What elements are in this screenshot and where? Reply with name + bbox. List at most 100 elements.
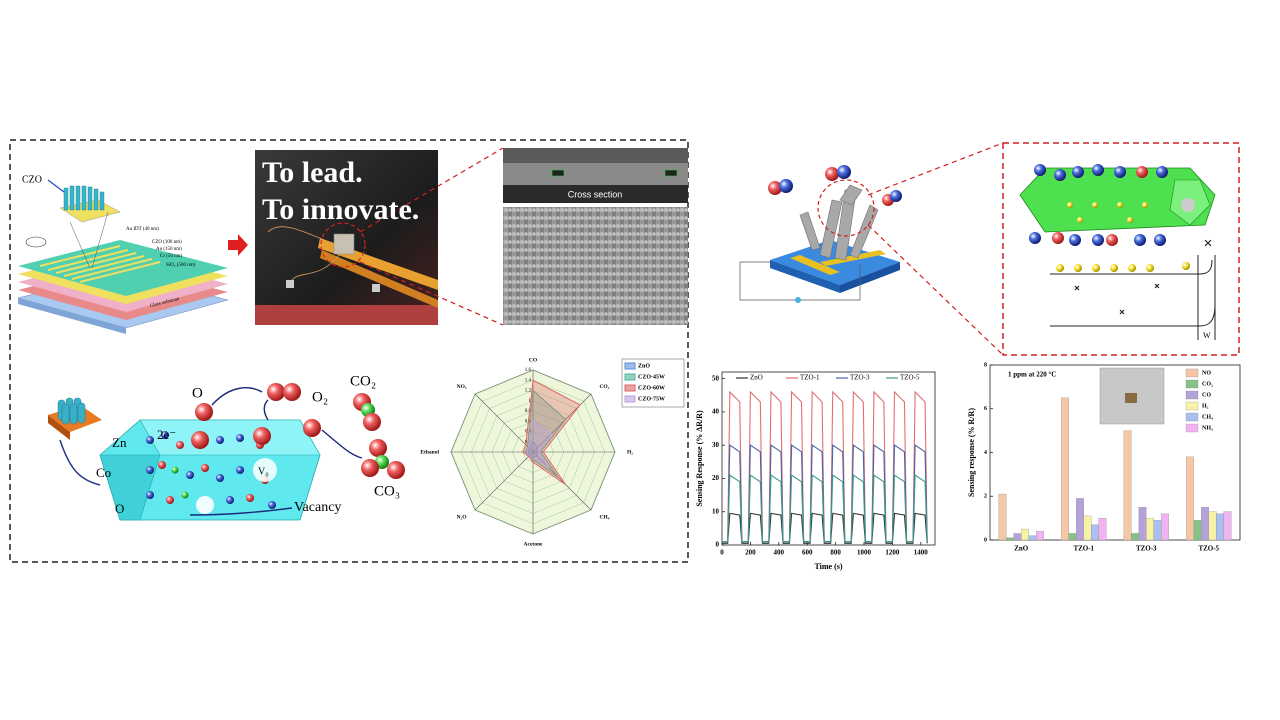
radar-series (524, 389, 567, 478)
bar (1223, 511, 1232, 541)
y-tick-label: 20 (712, 474, 720, 482)
legend-swatch (624, 362, 636, 370)
mechanism-label: CO₃ (374, 483, 400, 499)
radar-series (527, 440, 538, 458)
legend-label: CZO-75W (638, 396, 665, 402)
x-tick-label: 800 (830, 549, 841, 557)
device-illustration (17, 179, 229, 334)
bar (1123, 430, 1132, 541)
x-tick-label: TZO-5 (1198, 545, 1219, 553)
radar-axis-label: NO₂ (457, 384, 467, 390)
bar (1098, 517, 1107, 541)
photo-text: To innovate. (262, 193, 419, 226)
x-tick-label: 0 (720, 549, 724, 557)
layer-label: Au IDT (40 nm) (126, 227, 159, 232)
x-tick-label: TZO-3 (1136, 545, 1157, 553)
radar-tick-label: 1.6 (525, 368, 532, 373)
radar-axis-label: Acetone (524, 541, 543, 547)
sem-images (503, 148, 688, 325)
mechanism-label: Vacancy (294, 500, 341, 515)
bar (1013, 533, 1022, 541)
radar-spoke (474, 451, 534, 511)
y-tick-label: 6 (984, 406, 987, 412)
x-tick-label: ZnO (1014, 545, 1029, 553)
line-series (722, 474, 928, 543)
legend-swatch (624, 384, 636, 392)
legend-label: TZO-3 (850, 374, 870, 382)
legend-label: NO (1202, 370, 1211, 376)
mechanism-label: V₀ (258, 466, 269, 477)
radar-axis-label: CH₄ (599, 514, 609, 520)
legend-label: CO (1202, 392, 1211, 398)
x-tick-label: 1000 (857, 549, 872, 557)
arrow (228, 234, 248, 256)
annotation: 1 ppm at 220 °C (1008, 371, 1056, 379)
legend-label: CZO-45W (638, 374, 665, 380)
bar (1161, 513, 1169, 541)
mechanism-label: O₂ (312, 389, 328, 405)
radar-axis-label: CO (529, 357, 538, 363)
x-tick-label: 1400 (914, 549, 929, 557)
radar-series (522, 379, 581, 486)
radar-tick-label: 0.4 (525, 430, 532, 435)
radar-spoke (474, 393, 534, 453)
mechanism-label: 2e⁻ (157, 427, 176, 442)
legend-label: ZnO (750, 374, 763, 382)
radar-axis-label: Ethanol (420, 449, 439, 455)
radar-series (526, 420, 552, 468)
layer-label: Au (150 nm) (156, 247, 182, 252)
legend-label: H₂ (1202, 403, 1209, 409)
legend-swatch (1185, 412, 1199, 422)
sensor-schematic (739, 142, 1240, 356)
bar-chart: 0 2 4 6 8 Sensing response (% R/R) 1 ppm at 22… (967, 362, 1241, 553)
y-tick-label: 30 (712, 441, 720, 449)
radar-axis-label: CO₂ (599, 384, 609, 390)
czo-label: CZO (22, 174, 42, 185)
bar (1091, 524, 1099, 541)
legend-swatch (1185, 423, 1199, 433)
radar-spoke (532, 393, 592, 453)
bar (1036, 531, 1044, 541)
legend-label: CH₄ (1202, 414, 1213, 420)
y-tick-label: 0 (984, 537, 987, 543)
sem-label: Cross section (568, 189, 623, 199)
radar-tick-label: 0.8 (525, 409, 532, 414)
radar-tick-label: 1.4 (525, 378, 532, 383)
mechanism-label: Co (96, 465, 111, 480)
legend-swatch (624, 373, 636, 381)
legend-swatch (1185, 368, 1199, 378)
legend-label: CZO-60W (638, 385, 665, 391)
legend-label: TZO-1 (800, 374, 820, 382)
y-axis-label: Sensing Response (% ΔR/R) (695, 410, 704, 507)
y-tick-label: 0 (716, 541, 720, 549)
mechanism-label: Zn (112, 435, 127, 450)
y-tick-label: 4 (984, 450, 987, 456)
layer-label: Cr (50 nm) (160, 254, 183, 259)
width-label: W (1203, 331, 1211, 340)
bar (1076, 498, 1084, 541)
x-axis-label: Time (s) (814, 562, 842, 571)
x-tick-label: TZO-1 (1073, 545, 1094, 553)
radar-chart: 0.20.40.60.811.21.41.6COCO₂H₂CH₄AcetoneN… (420, 357, 685, 547)
x-tick-label: 1200 (885, 549, 900, 557)
legend-swatch (1185, 401, 1199, 411)
radar-spoke (532, 451, 592, 511)
photo-text: To lead. (262, 156, 363, 189)
bar (998, 493, 1007, 541)
bar (1201, 507, 1209, 541)
y-tick-label: 40 (712, 408, 720, 416)
mechanism-label: O (192, 385, 203, 401)
x-tick-label: 400 (774, 549, 785, 557)
bar (1146, 517, 1154, 541)
legend-swatch (1185, 390, 1199, 400)
legend-swatch (624, 395, 636, 403)
layer-label: CZO (100 nm) (152, 240, 182, 245)
legend-swatch (1185, 379, 1199, 389)
y-tick-label: 10 (712, 507, 720, 515)
inset-chip (1125, 393, 1137, 403)
plot-frame (721, 371, 936, 546)
legend-label: CO₂ (1202, 381, 1213, 387)
bar (1006, 537, 1014, 541)
mechanism-label: O (115, 501, 124, 516)
y-tick-label: 8 (984, 362, 987, 368)
